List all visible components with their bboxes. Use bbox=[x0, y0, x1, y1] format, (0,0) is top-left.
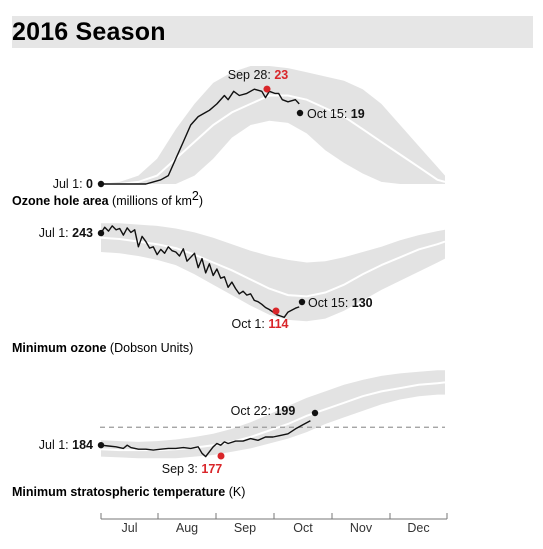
panel2-low-point bbox=[272, 307, 280, 315]
panel3-start-label: Jul 1: 184 bbox=[39, 438, 93, 452]
panel3-title: Minimum stratospheric temperature (K) bbox=[12, 485, 245, 499]
month-label-dec: Dec bbox=[407, 521, 429, 535]
panel1-start-point bbox=[97, 180, 105, 188]
panel2-end-label: Oct 15: 130 bbox=[308, 296, 373, 310]
page-title: 2016 Season bbox=[12, 18, 166, 46]
panel1-historical-mean-line bbox=[101, 94, 446, 185]
panel3-low-point bbox=[217, 452, 225, 460]
panel1-end-label: Oct 15: 19 bbox=[307, 107, 365, 121]
panel1-end-point bbox=[296, 109, 304, 117]
panel2-title: Minimum ozone (Dobson Units) bbox=[12, 341, 193, 355]
panel1-series-line bbox=[101, 88, 300, 185]
panel3-end-label: Oct 22: 199 bbox=[231, 404, 296, 418]
panel3-historical-range-band bbox=[101, 370, 445, 459]
panel1-historical-range-band bbox=[101, 66, 445, 184]
panel2-historical-range-band bbox=[101, 223, 445, 322]
panel3-series-line bbox=[100, 420, 311, 458]
panel1-peak-label: Sep 28: 23 bbox=[228, 68, 289, 82]
panel2-series-line bbox=[100, 225, 300, 318]
title-bar: 2016 Season bbox=[12, 16, 533, 48]
panel2-historical-mean-line bbox=[100, 236, 446, 298]
month-label-jul: Jul bbox=[122, 521, 138, 535]
month-label-oct: Oct bbox=[293, 521, 313, 535]
panel3-end-point bbox=[311, 409, 319, 417]
month-label-nov: Nov bbox=[350, 521, 373, 535]
panel3-start-point bbox=[97, 441, 105, 449]
month-label-sep: Sep bbox=[234, 521, 256, 535]
panel1-start-label: Jul 1: 0 bbox=[53, 177, 93, 191]
month-label-aug: Aug bbox=[176, 521, 198, 535]
panel2-low-label: Oct 1: 114 bbox=[232, 317, 289, 331]
panel1-peak-point bbox=[263, 85, 271, 93]
panel2-start-point bbox=[97, 229, 105, 237]
panel2-start-label: Jul 1: 243 bbox=[39, 226, 93, 240]
panel2-end-point bbox=[298, 298, 306, 306]
panel3-low-label: Sep 3: 177 bbox=[162, 462, 223, 476]
panel1-title: Ozone hole area (millions of km2) bbox=[12, 189, 203, 208]
